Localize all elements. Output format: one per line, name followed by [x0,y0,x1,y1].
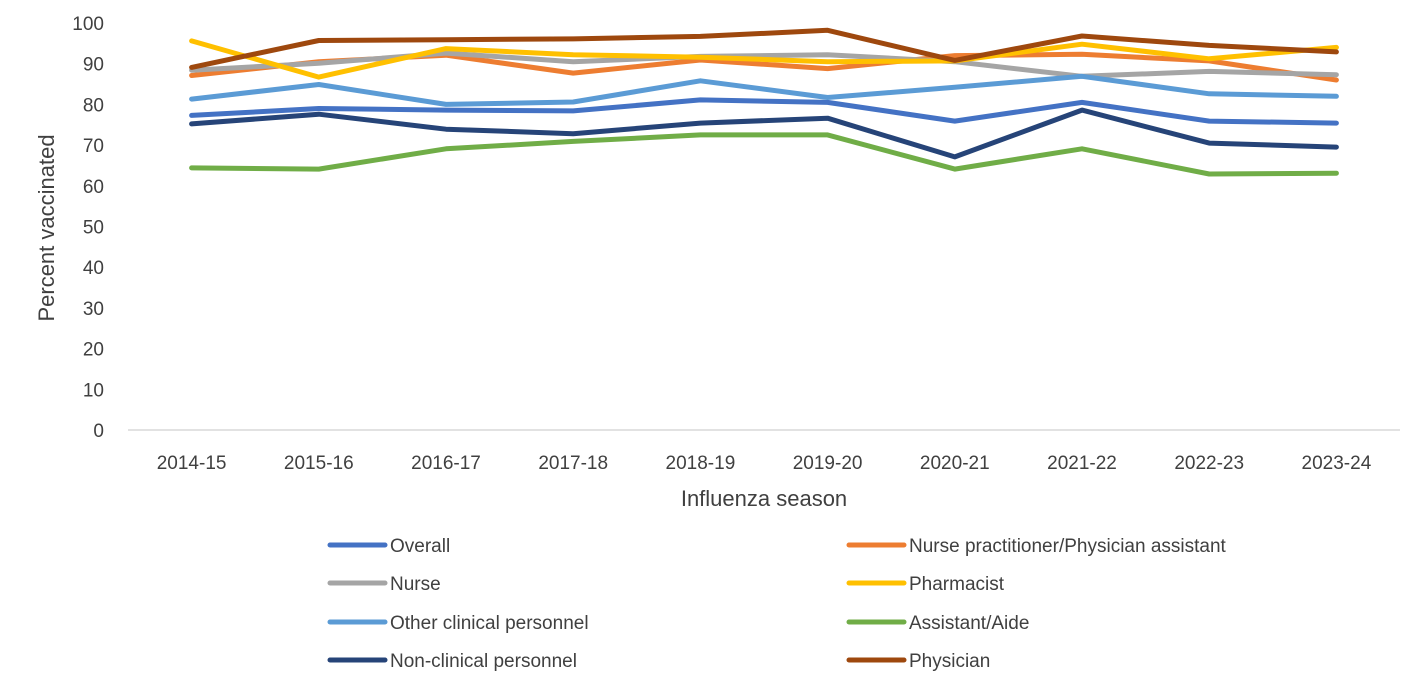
x-tick-label: 2022-23 [1174,453,1244,474]
series-lines [189,27,1339,177]
x-tick-label: 2018-19 [666,453,736,474]
series-line-nurse [189,50,1339,79]
x-axis-ticks: 2014-15 2015-16 2016-17 2017-18 2018-19 2019-… [157,453,1372,474]
y-tick-label: 70 [83,136,104,157]
y-tick-label: 80 [83,95,104,116]
series-line-non-clinical-personnel [189,107,1339,160]
x-tick-label: 2023-24 [1302,453,1372,474]
x-tick-label: 2019-20 [793,453,863,474]
x-tick-label: 2021-22 [1047,453,1117,474]
legend: Overall Nurse practitioner/Physician assi… [327,536,1227,672]
legend-label-assistant-aide: Assistant/Aide [909,613,1029,634]
y-tick-label: 100 [72,14,104,35]
x-tick-label: 2016-17 [411,453,481,474]
y-tick-label: 30 [83,299,104,320]
y-axis-ticks: 0 10 20 30 40 50 60 70 80 90 100 [72,14,104,442]
series-line-pharmacist [189,38,1339,80]
x-tick-label: 2017-18 [538,453,608,474]
legend-label-pharmacist: Pharmacist [909,574,1005,595]
series-line-overall [189,97,1339,126]
x-axis-title: Influenza season [681,486,847,511]
x-tick-label: 2020-21 [920,453,990,474]
y-tick-label: 60 [83,177,104,198]
legend-label-other-clinical-personnel: Other clinical personnel [390,613,589,634]
y-axis-title: Percent vaccinated [34,134,59,321]
y-tick-label: 0 [93,421,104,442]
y-tick-label: 90 [83,55,104,76]
series-line-other-clinical-personnel [189,73,1339,107]
series-line-physician [189,27,1339,70]
series-line-assistant-aide [189,132,1339,177]
y-tick-label: 50 [83,218,104,239]
legend-label-nurse: Nurse [390,574,441,595]
x-tick-label: 2015-16 [284,453,354,474]
x-tick-label: 2014-15 [157,453,227,474]
legend-label-non-clinical-personnel: Non-clinical personnel [390,651,577,672]
y-tick-label: 10 [83,380,104,401]
y-tick-label: 40 [83,258,104,279]
y-tick-label: 20 [83,340,104,361]
legend-label-nurse-practitioner-physician-assistant: Nurse practitioner/Physician assistant [909,536,1227,557]
legend-label-physician: Physician [909,651,990,672]
legend-label-overall: Overall [390,536,450,557]
